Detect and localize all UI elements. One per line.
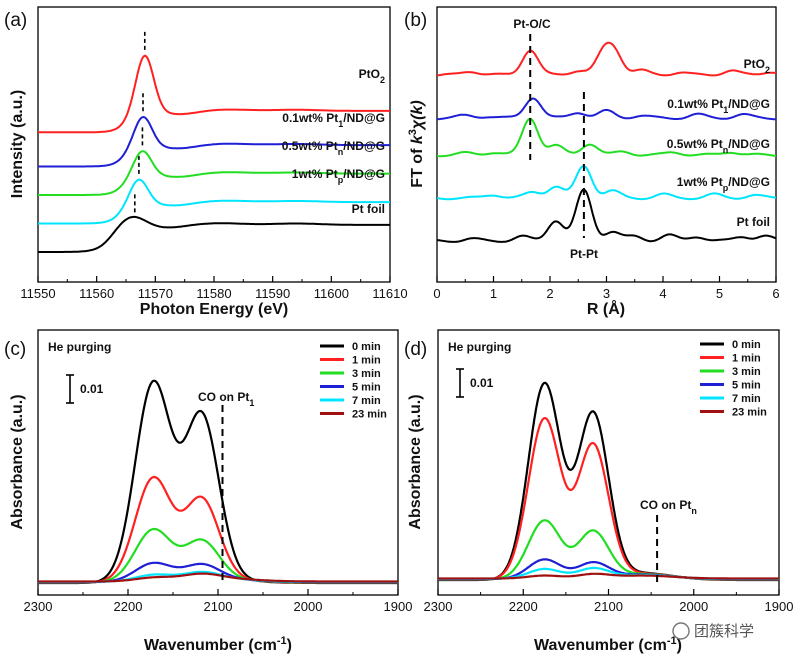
- series-label-pto2-b: PtO2: [744, 57, 770, 75]
- x-tick-label-b-4: 4: [659, 286, 666, 301]
- series-line-b-pto2: [436, 41, 777, 77]
- series-line-b-ptn: [436, 117, 777, 158]
- x-ticks-c: 2300 2200 2100 2000 1900: [24, 589, 413, 614]
- y-axis-label-a: Intensity (a.u.): [9, 90, 26, 198]
- x-tick-label-a-3: 11580: [196, 286, 231, 301]
- series-line-d-23-min: [438, 572, 779, 580]
- x-tick-label-b-2: 2: [546, 286, 553, 301]
- series-group-d: [438, 381, 779, 582]
- series-label-pt1-b: 0.1wt% Pt1/ND@G: [667, 97, 770, 115]
- x-axis-label-d: Wavenumber (cm-1): [534, 635, 682, 654]
- x-tick-label-a-2: 11570: [138, 286, 173, 301]
- watermark-text: 团簇科学: [694, 622, 754, 640]
- annotation-pt-o-c: Pt-O/C: [513, 17, 551, 31]
- legend-label-c-1-min: 1 min: [352, 355, 381, 367]
- x-tick-label-a-6: 11610: [372, 286, 407, 301]
- series-line-b-ptp: [436, 164, 777, 201]
- x-tick-label-b-0: 0: [433, 286, 440, 301]
- series-label-pt1-a: 0.1wt% Pt1/ND@G: [282, 111, 385, 129]
- series-label-ptp-b: 1wt% Ptp/ND@G: [677, 175, 770, 193]
- y-axis-label-c: Absorbance (a.u.): [9, 394, 26, 529]
- y-axis-label-d: Absorbance (a.u.): [407, 394, 424, 529]
- series-group-c: [38, 379, 398, 585]
- x-axis-label-b: R (Å): [587, 299, 625, 318]
- x-tick-label-c-4: 1900: [384, 599, 413, 614]
- annotation-co-on-pt1: CO on Pt1: [198, 390, 254, 408]
- x-tick-label-c-0: 2300: [24, 599, 53, 614]
- panel-label-c: (c): [4, 339, 26, 360]
- series-line-a-pto-2: [38, 54, 390, 134]
- series-line-d-7-min: [438, 566, 779, 580]
- series-label-ptfoil-b: Pt foil: [737, 215, 770, 229]
- wechat-icon: [672, 622, 690, 640]
- x-tick-label-b-3: 3: [603, 286, 610, 301]
- series-line-a-0-5wt-pt-n-nd-g: [38, 150, 390, 196]
- x-axis-label-a: Photon Energy (eV): [140, 301, 288, 318]
- series-line-a-0-1wt-pt-1-nd-g: [38, 115, 390, 168]
- x-tick-label-b-1: 1: [490, 286, 497, 301]
- series-line-b-pt1: [436, 97, 776, 121]
- x-ticks-b: 0 1 2 3 4 5 6: [433, 276, 780, 301]
- legend-label-d-0-min: 0 min: [732, 339, 761, 351]
- annotation-pt-pt: Pt-Pt: [570, 247, 598, 261]
- x-tick-label-d-4: 1900: [765, 599, 794, 614]
- panel-title-c: He purging: [48, 340, 111, 354]
- series-line-c-1-min: [38, 475, 398, 584]
- annotation-co-on-ptn: CO on Ptn: [640, 498, 697, 516]
- series-line-d-1-min: [438, 417, 779, 581]
- x-tick-label-a-1: 11560: [79, 286, 114, 301]
- legend-label-d-7-min: 7 min: [732, 393, 761, 405]
- x-tick-label-a-5: 11600: [314, 286, 349, 301]
- series-line-c-7-min: [38, 570, 398, 583]
- panel-label-a: (a): [4, 10, 27, 31]
- series-line-b-ptfoil: [436, 188, 777, 243]
- x-tick-label-a-0: 11550: [20, 286, 55, 301]
- x-tick-label-d-1: 2200: [509, 599, 538, 614]
- series-line-d-5-min: [438, 558, 779, 581]
- series-line-c-5-min: [38, 561, 398, 584]
- series-label-ptfoil-a: Pt foil: [352, 202, 385, 216]
- legend-label-d-23-min: 23 min: [732, 407, 767, 419]
- panel-label-b: (b): [404, 10, 427, 31]
- x-tick-label-a-4: 11590: [255, 286, 290, 301]
- x-tick-label-d-0: 2300: [424, 599, 453, 614]
- legend-label-c-23-min: 23 min: [352, 409, 387, 421]
- x-tick-label-d-2: 2100: [594, 599, 623, 614]
- series-group-a: [38, 31, 390, 253]
- x-tick-label-c-3: 2000: [294, 599, 323, 614]
- legend-label-c-3-min: 3 min: [352, 368, 381, 380]
- x-tick-label-b-6: 6: [772, 286, 779, 301]
- series-line-d-0-min: [438, 381, 779, 582]
- x-tick-label-c-1: 2200: [114, 599, 143, 614]
- series-line-c-23-min: [38, 572, 398, 583]
- legend-label-c-7-min: 7 min: [352, 395, 381, 407]
- series-label-ptn-a: 0.5wt% Ptn/ND@G: [282, 139, 385, 157]
- plot-frame-d: [437, 329, 780, 596]
- legend-label-c-5-min: 5 min: [352, 382, 381, 394]
- series-line-a-1wt-pt-p-nd-g: [38, 178, 390, 225]
- series-label-ptp-a: 1wt% Ptp/ND@G: [292, 167, 385, 185]
- scale-bar-label-c: 0.01: [80, 382, 104, 396]
- legend-label-d-1-min: 1 min: [732, 353, 761, 365]
- series-label-pto2-a: PtO2: [359, 67, 385, 85]
- panel-label-d: (d): [404, 339, 427, 360]
- panel-title-d: He purging: [448, 340, 511, 354]
- x-ticks-a: 11550 11560 11570 11580 11590 11600 11610: [20, 276, 408, 301]
- series-line-a-pt-foil: [38, 215, 390, 253]
- series-group-b: [436, 34, 777, 243]
- x-axis-label-c: Wavenumber (cm-1): [144, 635, 292, 654]
- series-label-ptn-b: 0.5wt% Ptn/ND@G: [667, 137, 770, 155]
- legend-label-d-5-min: 5 min: [732, 380, 761, 392]
- scale-bar-label-d: 0.01: [470, 376, 494, 390]
- y-axis-label-b: FT of k3χ(k): [407, 100, 426, 187]
- x-ticks-d: 2300 2200 2100 2000 1900: [424, 589, 794, 614]
- x-tick-label-b-5: 5: [716, 286, 723, 301]
- legend-label-d-3-min: 3 min: [732, 366, 761, 378]
- legend-label-c-0-min: 0 min: [352, 341, 381, 353]
- x-tick-label-d-3: 2000: [679, 599, 708, 614]
- x-tick-label-c-2: 2100: [204, 599, 233, 614]
